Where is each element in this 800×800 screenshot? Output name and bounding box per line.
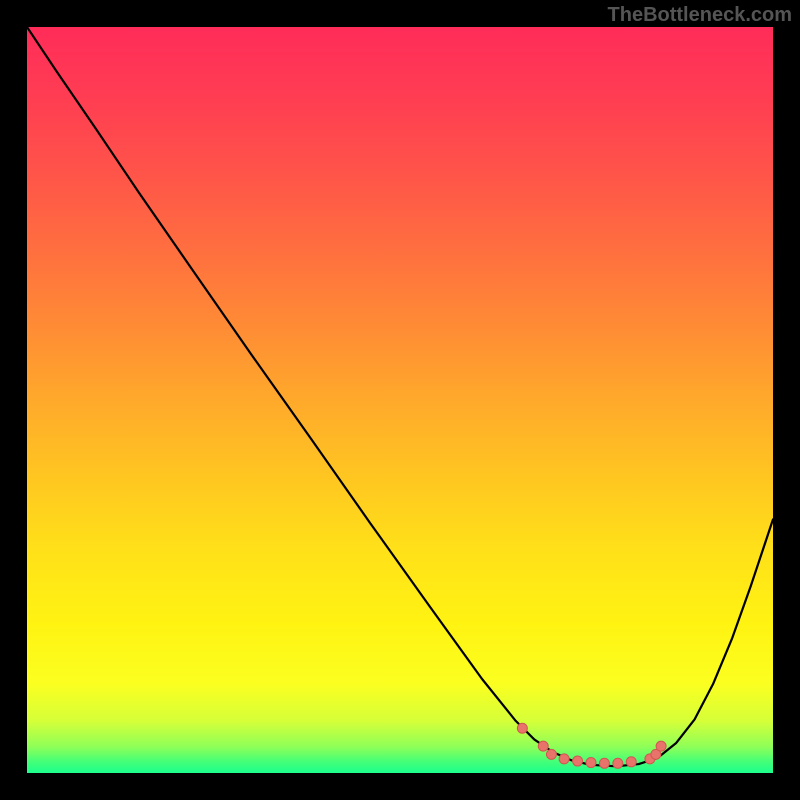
plot-area [27,27,773,773]
gradient-background [27,27,773,773]
attribution-label: TheBottleneck.com [608,4,792,27]
chart-container: TheBottleneck.com [0,0,800,800]
